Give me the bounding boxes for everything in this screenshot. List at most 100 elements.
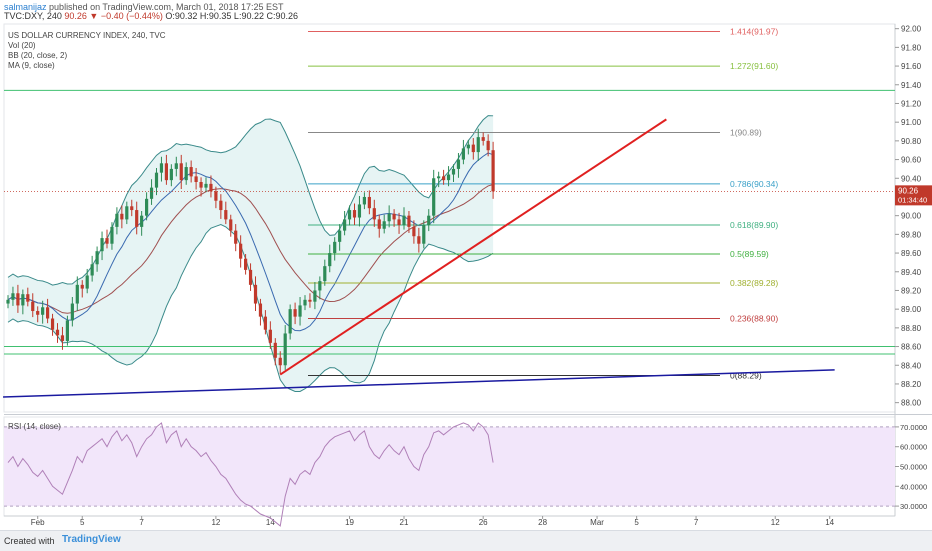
candle-body: [382, 221, 386, 229]
candle-body: [224, 210, 228, 220]
rsi-tick-label: 30.0000: [900, 502, 927, 511]
bollinger-upper: [7, 115, 494, 286]
fib-level-label: 0.5(89.59): [730, 249, 769, 259]
candle-body: [362, 196, 366, 205]
candle-body: [283, 333, 287, 366]
price-tick-label: 88.80: [901, 324, 922, 333]
candle-body: [412, 226, 416, 237]
footer-created: Created with: [4, 536, 55, 546]
ohlc-values: O:90.32 H:90.35 L:90.22 C:90.26: [165, 11, 298, 21]
price-tick-label: 89.20: [901, 286, 922, 295]
time-tick-label: 19: [345, 518, 354, 527]
candle-body: [248, 269, 253, 285]
candle-body: [239, 243, 243, 259]
time-tick-label: 21: [400, 518, 409, 527]
price-chart[interactable]: 92.00 91.80 91.60 91.40 91.20 91.00 90.80 90.60…: [0, 22, 932, 530]
candle-body: [258, 303, 263, 317]
candle-body: [100, 238, 104, 252]
candle-body: [16, 293, 20, 306]
time-tick-label: 12: [771, 518, 780, 527]
candle-body: [244, 258, 248, 270]
candle-body: [159, 163, 164, 173]
candle-body: [90, 264, 94, 276]
candle-body: [110, 226, 114, 244]
bollinger-band-fill: [8, 115, 494, 392]
candle-body: [95, 251, 99, 265]
candle-body: [199, 182, 203, 188]
candle-body: [343, 219, 347, 231]
time-tick-label: 7: [139, 518, 144, 527]
rsi-tick-label: 40.0000: [900, 482, 927, 491]
candle-body: [154, 172, 159, 188]
candle-body: [125, 206, 129, 220]
candle-body: [55, 329, 60, 336]
candle-body: [387, 213, 391, 222]
price-tick-label: 91.00: [901, 118, 922, 127]
candle-body: [204, 183, 208, 188]
candle-body: [46, 307, 50, 319]
author-name[interactable]: salmanijaz: [4, 2, 47, 12]
published-note: published on TradingView.com, March 01, …: [49, 2, 284, 12]
candle-body: [140, 215, 144, 227]
candle-body: [377, 219, 381, 229]
candle-body: [50, 318, 55, 330]
candle-body: [169, 168, 173, 181]
price-tick-label: 92.00: [901, 25, 922, 34]
candle-body: [481, 137, 485, 141]
candle-body: [268, 329, 272, 343]
candle-body: [164, 163, 168, 181]
time-tick-label: 14: [825, 518, 834, 527]
candle-body: [21, 294, 25, 306]
candle-body: [476, 137, 480, 153]
candle-body: [422, 225, 426, 244]
candle-body: [323, 266, 327, 282]
candle-body: [347, 210, 352, 220]
price-tick-label: 90.80: [901, 137, 922, 146]
price-change: 90.26 ▼ −0.40 (−0.44%): [64, 11, 163, 21]
candle-body: [313, 290, 317, 302]
price-tick-label: 90.60: [901, 156, 922, 165]
tradingview-logo[interactable]: TradingView: [62, 534, 121, 545]
price-tick-label: 89.60: [901, 249, 922, 258]
time-tick-label: 26: [479, 518, 488, 527]
chart-header: salmanijaz published on TradingView.com,…: [0, 0, 932, 22]
candle-body: [293, 309, 297, 317]
rsi-tick-label: 50.0000: [900, 463, 927, 472]
bollinger-basis: [7, 184, 494, 314]
candle-body: [437, 176, 441, 179]
candle-body: [234, 230, 238, 244]
last-price-label: 90.26: [898, 186, 919, 195]
candle-body: [372, 208, 376, 220]
legend-bollinger: BB (20, close, 2): [8, 51, 68, 60]
candle-body: [36, 311, 40, 315]
legend-volume: Vol (20): [8, 41, 36, 50]
fib-level-label: 0.786(90.34): [730, 179, 778, 189]
time-tick-label: 14: [266, 518, 275, 527]
fib-level-label: 1.272(91.60): [730, 61, 778, 71]
candle-body: [80, 284, 84, 289]
candle-body: [367, 196, 371, 209]
moving-average-9: [7, 152, 494, 332]
price-tick-label: 91.20: [901, 99, 922, 108]
time-tick-label: 5: [80, 518, 85, 527]
price-tick-label: 89.80: [901, 230, 922, 239]
candle-body: [427, 215, 431, 226]
candle-body: [328, 253, 332, 267]
candle-body: [135, 210, 139, 227]
candle-body: [461, 148, 465, 160]
candle-body: [273, 342, 277, 358]
candle-body: [214, 191, 218, 201]
candle-body: [303, 299, 307, 306]
candle-body: [442, 176, 446, 181]
candle-body: [209, 183, 213, 192]
candle-body: [392, 213, 396, 220]
candle-body: [471, 144, 475, 153]
candle-body: [407, 215, 411, 227]
legend-moving-average: MA (9, close): [8, 61, 55, 70]
candle-body: [189, 167, 193, 177]
candle-body: [31, 301, 35, 312]
time-tick-label: 7: [694, 518, 699, 527]
candle-body: [11, 293, 15, 300]
time-tick-label: 28: [538, 518, 547, 527]
candle-body: [446, 174, 451, 181]
